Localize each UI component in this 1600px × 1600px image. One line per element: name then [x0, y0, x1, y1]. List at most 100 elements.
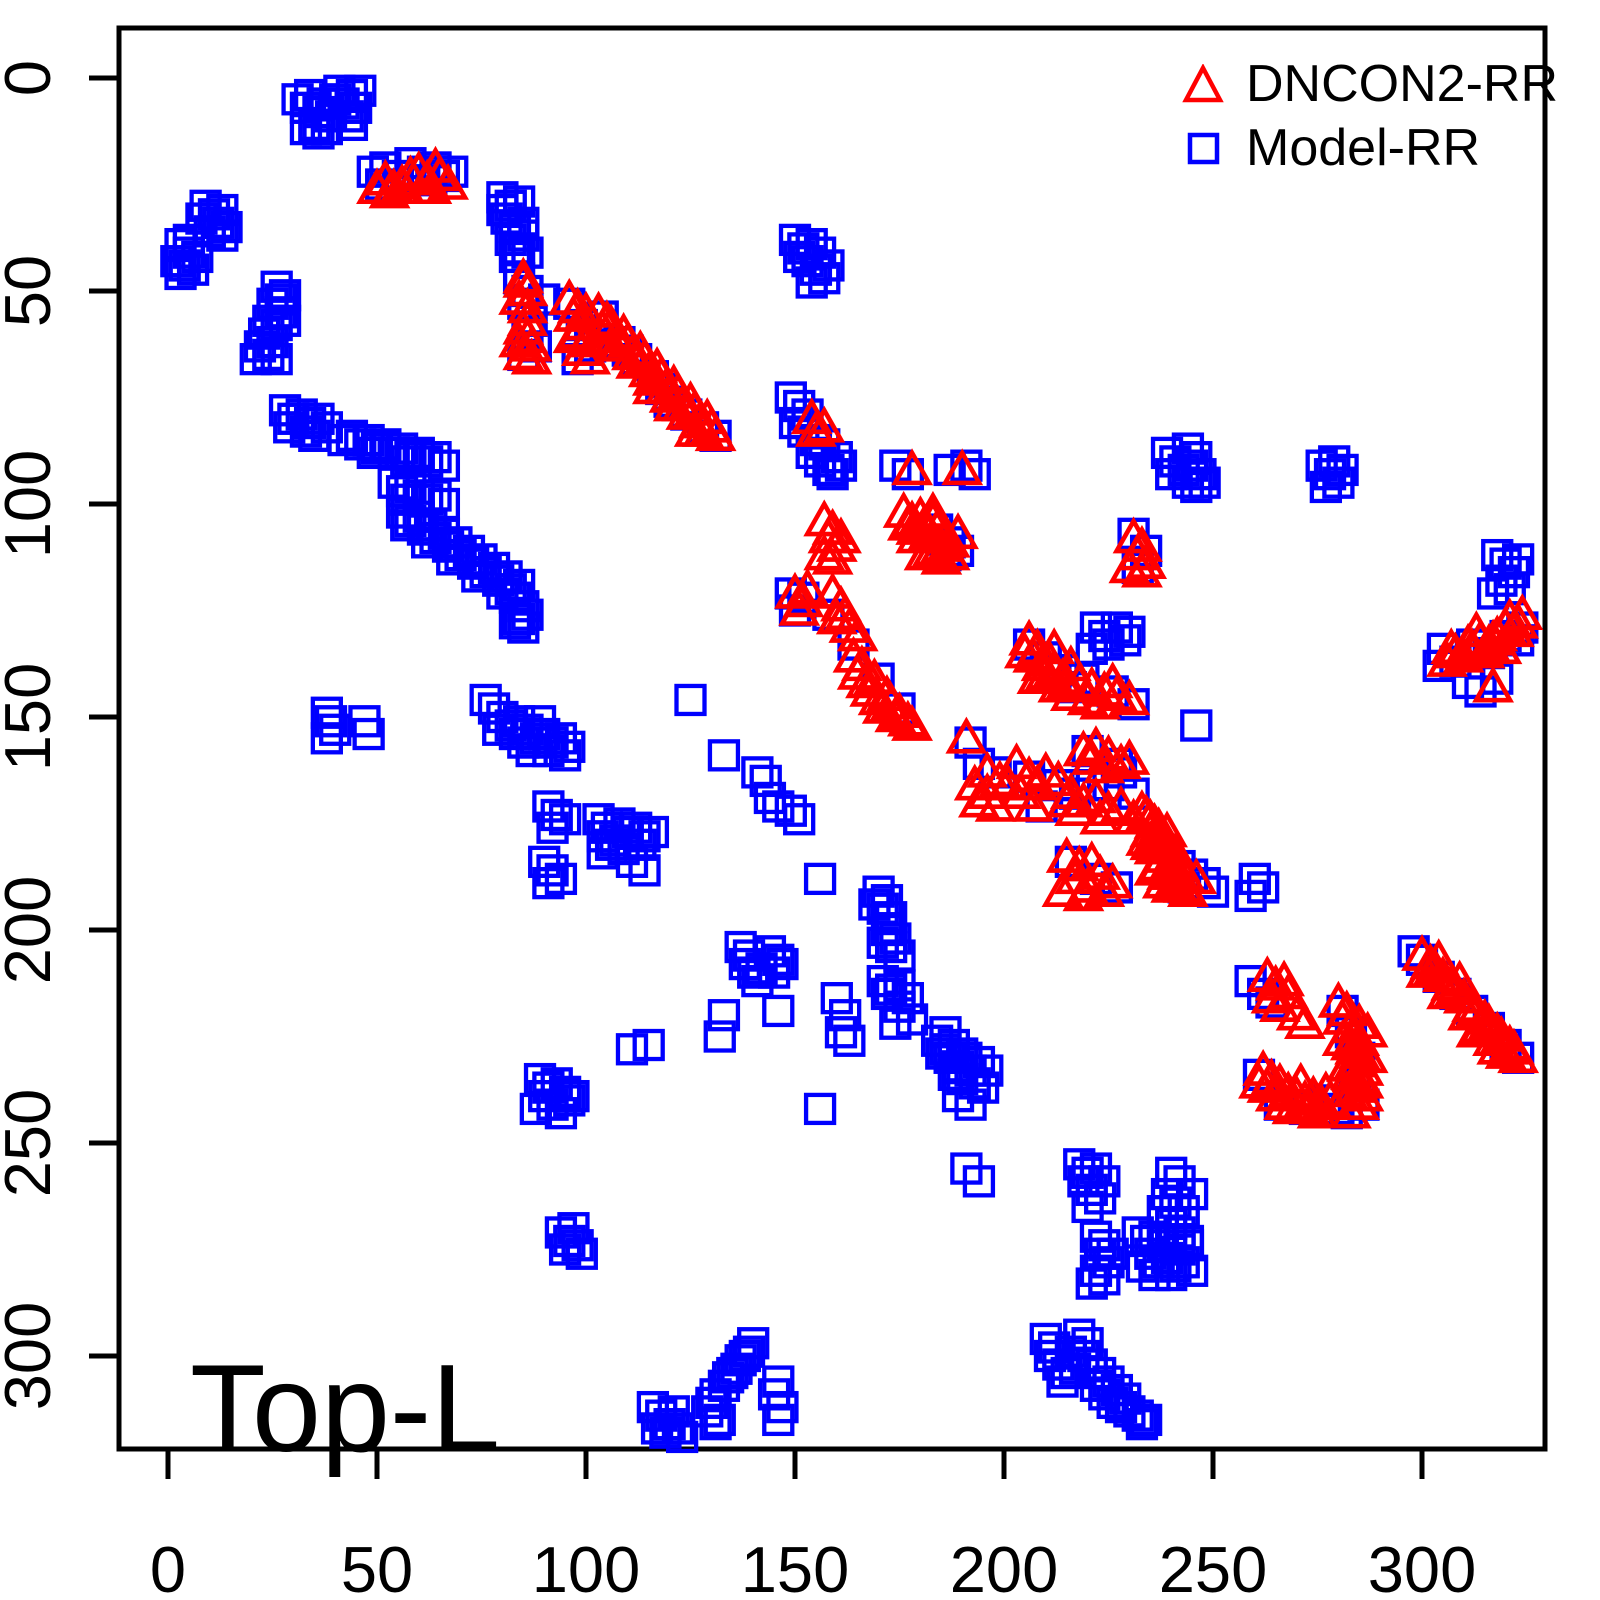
data-point-triangle — [966, 750, 1009, 788]
x-axis-tick-label: 200 — [950, 1533, 1058, 1600]
data-point-triangle — [1480, 1014, 1523, 1052]
data-point-square — [812, 249, 845, 282]
data-point-square — [1129, 1403, 1163, 1437]
data-point-triangle — [1079, 682, 1122, 720]
data-point-triangle — [803, 405, 846, 443]
data-point-square — [548, 739, 582, 772]
data-point-square — [586, 837, 619, 870]
data-point-square — [461, 560, 494, 593]
data-point-square — [210, 210, 243, 244]
data-point-triangle — [1472, 618, 1515, 656]
data-point-square — [824, 1016, 858, 1049]
data-point-square — [833, 1024, 866, 1057]
data-point-triangle — [1455, 989, 1498, 1027]
data-point-square — [820, 982, 853, 1015]
data-point-square — [557, 1212, 590, 1245]
data-point-triangle — [1238, 1061, 1280, 1099]
data-point-triangle — [778, 588, 821, 626]
data-point-square — [310, 722, 343, 755]
data-point-triangle — [1041, 869, 1084, 907]
data-point-triangle — [941, 448, 984, 486]
data-point-square — [803, 862, 837, 896]
data-point-square — [536, 1088, 569, 1121]
data-point-square — [1326, 453, 1359, 487]
data-point-square — [206, 219, 239, 252]
data-point-square — [352, 717, 385, 751]
data-point-square — [172, 223, 206, 257]
data-point-square — [1113, 615, 1146, 648]
data-point-square — [1476, 577, 1510, 610]
y-axis-tick-label: 150 — [0, 663, 64, 771]
data-point-triangle — [1279, 1061, 1322, 1099]
data-point-triangle — [1476, 1027, 1519, 1065]
data-point-square — [164, 257, 197, 291]
data-point-square — [268, 304, 302, 337]
data-point-triangle — [874, 695, 917, 733]
data-point-triangle — [1501, 593, 1544, 631]
data-point-square — [436, 543, 469, 576]
data-point-triangle — [1003, 631, 1046, 669]
data-point-square — [1234, 879, 1267, 913]
data-point-square — [1138, 1258, 1171, 1292]
data-point-square — [482, 713, 515, 746]
data-point-square — [703, 1403, 736, 1437]
data-point-square — [1146, 1195, 1179, 1228]
data-point-square — [1109, 624, 1142, 657]
data-point-triangle — [937, 512, 979, 550]
data-point-triangle — [506, 299, 549, 337]
y-axis-tick-label: 0 — [0, 60, 64, 96]
data-point-square — [1238, 862, 1271, 896]
data-point-triangle — [1304, 1070, 1347, 1108]
data-point-square — [766, 947, 799, 981]
data-point-square — [339, 91, 373, 124]
data-point-square — [1318, 445, 1351, 478]
data-point-triangle — [1083, 869, 1126, 907]
data-point-square — [1481, 538, 1514, 572]
data-point-square — [1058, 1352, 1092, 1385]
data-point-square — [795, 266, 828, 299]
data-point-triangle — [1175, 857, 1218, 895]
data-point-triangle — [1033, 627, 1076, 665]
data-point-square — [803, 1092, 837, 1126]
data-point-square — [1067, 1165, 1100, 1198]
legend-entry-model: Model-RR — [1176, 119, 1558, 177]
data-point-square — [1180, 709, 1213, 742]
data-point-square — [344, 74, 377, 107]
data-point-triangle — [1037, 759, 1080, 797]
data-point-triangle — [995, 742, 1038, 780]
data-point-triangle — [832, 635, 875, 673]
legend-label-model: Model-RR — [1246, 119, 1481, 177]
data-point-triangle — [569, 337, 612, 375]
data-point-square — [699, 1408, 732, 1441]
data-point-square — [971, 1054, 1004, 1087]
data-point-square — [783, 803, 816, 836]
data-point-triangle — [824, 593, 867, 631]
data-point-triangle — [1296, 1091, 1339, 1129]
data-point-triangle — [1079, 797, 1122, 835]
data-point-square — [632, 1028, 665, 1062]
data-point-triangle — [1083, 746, 1126, 784]
data-point-triangle — [786, 567, 829, 605]
data-point-square — [1109, 1382, 1142, 1415]
data-point-square — [536, 811, 569, 844]
data-point-square — [665, 1420, 699, 1454]
data-point-triangle — [673, 409, 716, 447]
data-point-triangle — [1108, 737, 1151, 775]
data-point-triangle — [1091, 661, 1134, 699]
data-point-triangle — [1263, 959, 1306, 997]
data-point-triangle — [1070, 737, 1113, 775]
data-point-square — [958, 458, 991, 491]
triangle-marker-icon — [1176, 64, 1230, 104]
data-point-square — [314, 705, 348, 738]
y-axis-tick-label: 200 — [0, 876, 64, 984]
data-point-triangle — [920, 537, 963, 575]
data-point-triangle — [891, 703, 933, 741]
data-point-square — [762, 1403, 795, 1437]
data-point-square — [824, 449, 858, 482]
data-point-triangle — [1342, 1061, 1385, 1099]
data-point-triangle — [928, 533, 971, 571]
data-point-square — [1075, 632, 1108, 665]
legend-entry-dncon2: DNCON2-RR — [1176, 55, 1558, 113]
data-point-square — [411, 445, 444, 478]
data-point-square — [1155, 458, 1188, 491]
